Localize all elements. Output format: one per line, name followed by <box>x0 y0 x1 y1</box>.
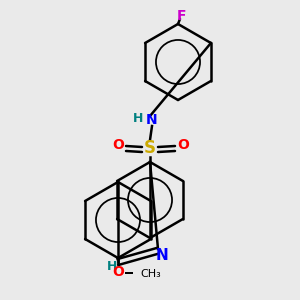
Text: H: H <box>107 260 117 274</box>
Text: O: O <box>112 138 124 152</box>
Text: F: F <box>176 9 186 23</box>
Text: S: S <box>144 139 156 157</box>
Text: O: O <box>177 138 189 152</box>
Text: N: N <box>156 248 168 262</box>
Text: N: N <box>146 113 158 127</box>
Text: O: O <box>112 265 124 279</box>
Text: CH₃: CH₃ <box>140 269 161 279</box>
Text: H: H <box>133 112 143 124</box>
